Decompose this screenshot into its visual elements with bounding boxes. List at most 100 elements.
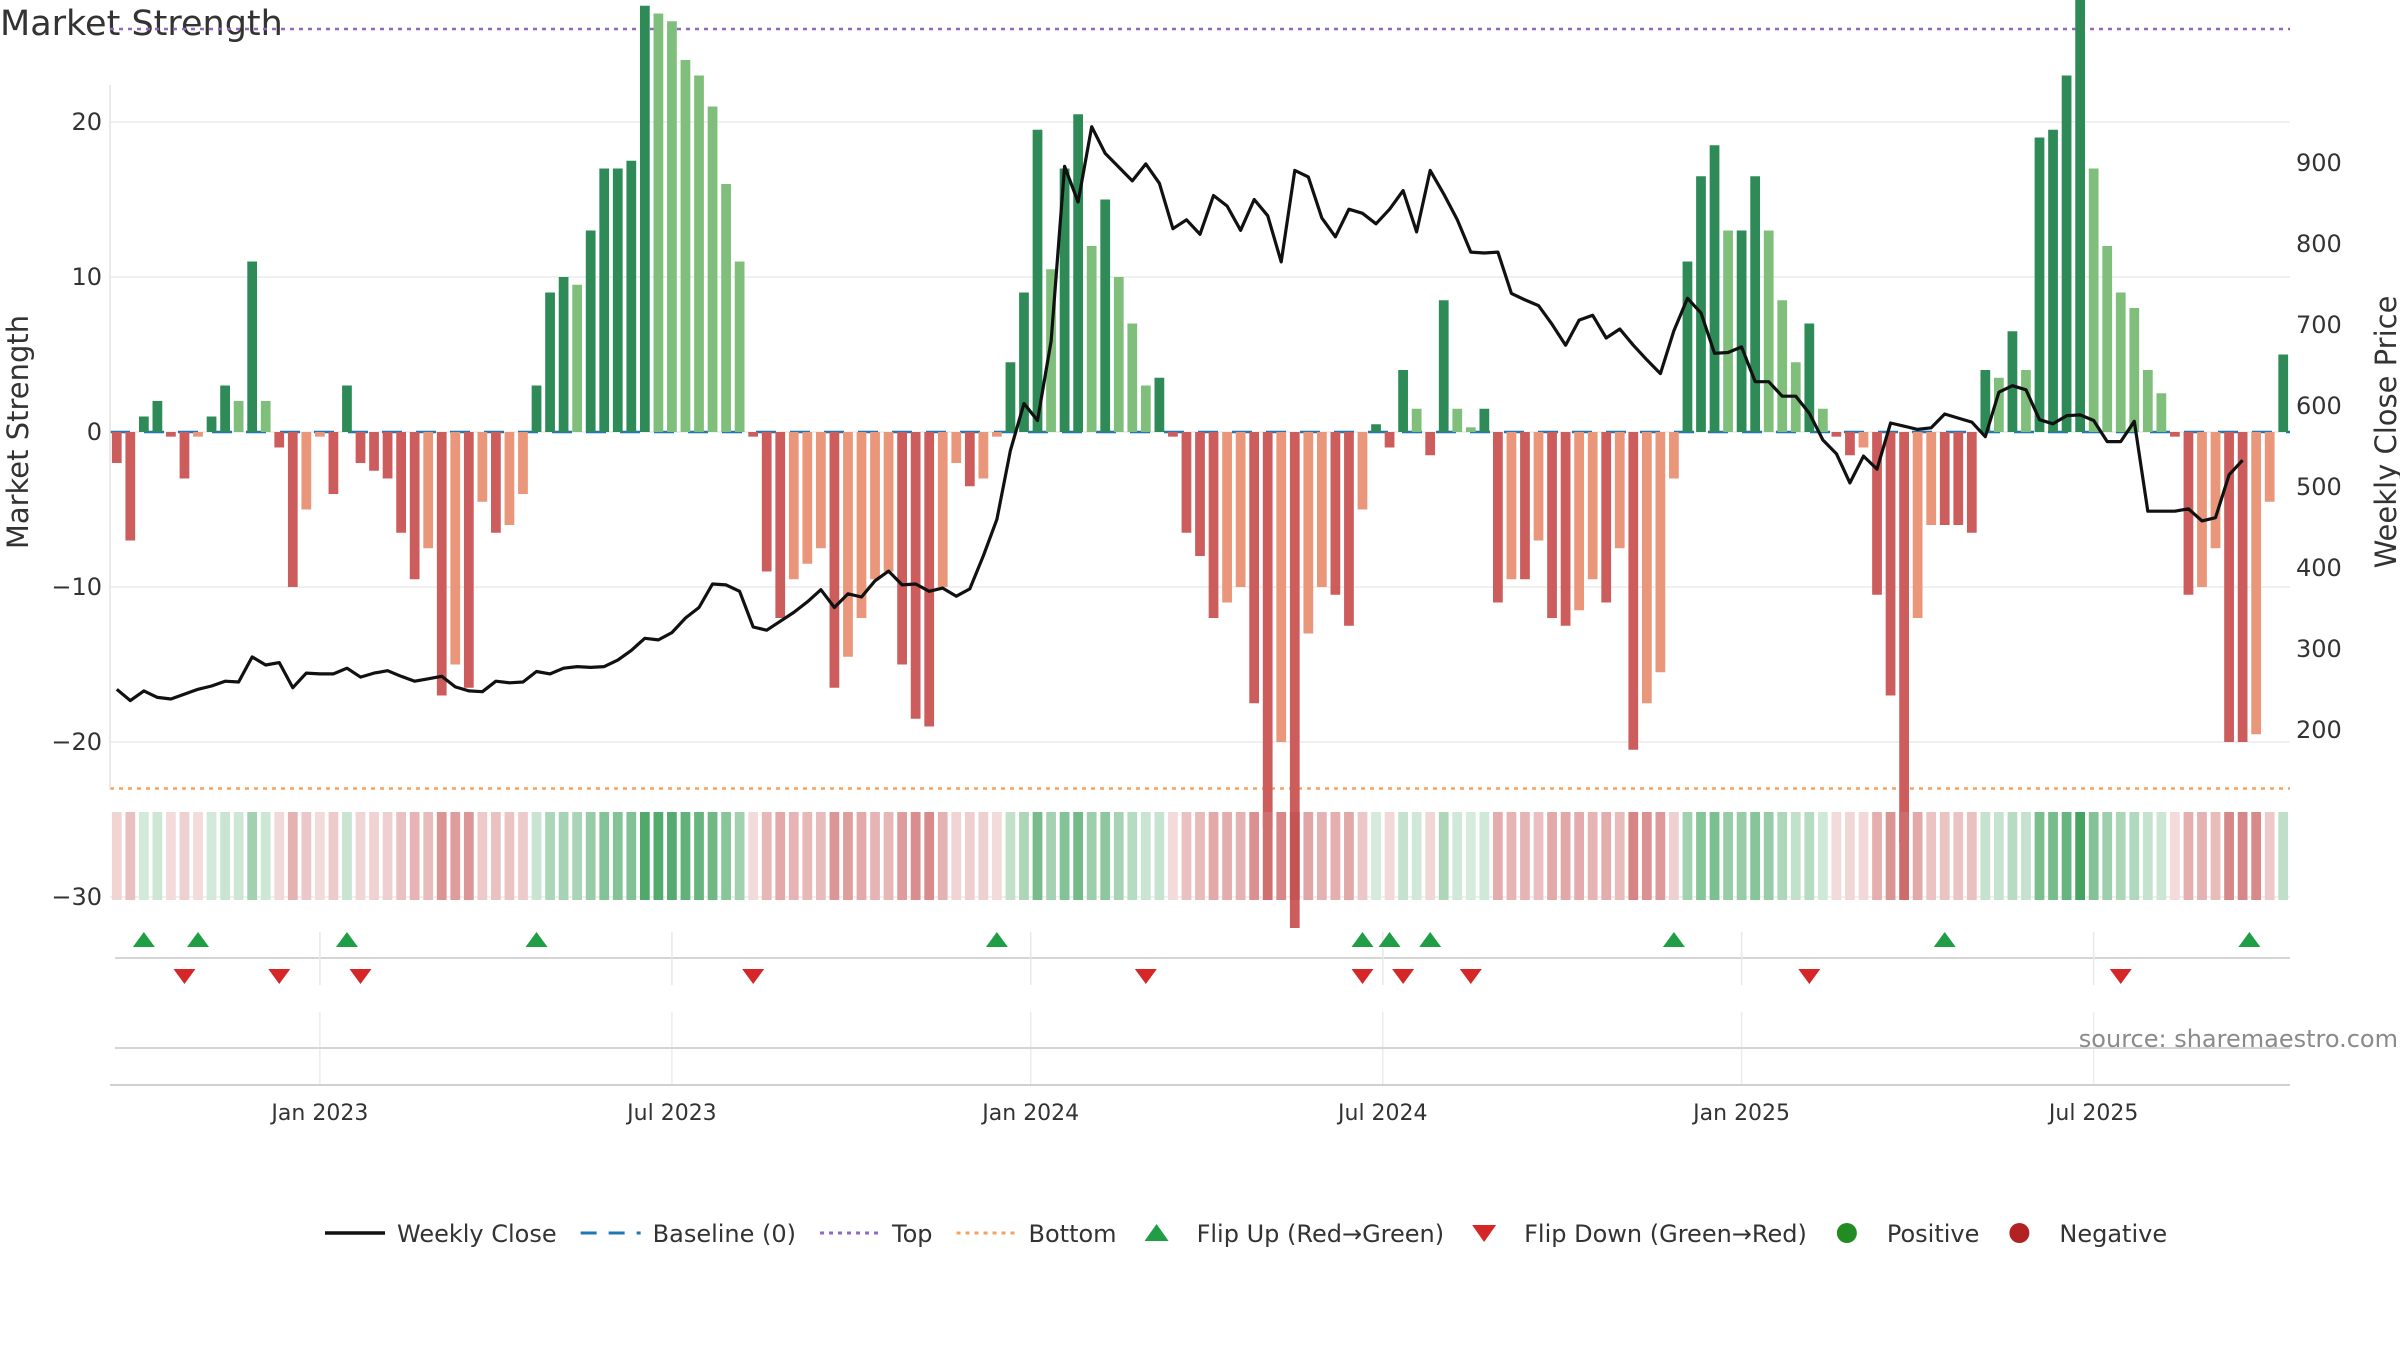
strength-bar [572,284,583,432]
heat-cell [1736,812,1747,900]
heat-cell [1005,812,1016,900]
strength-bar [1344,432,1354,626]
heat-cell [1655,812,1666,900]
strength-bar [667,21,677,432]
heat-cell [382,812,393,900]
flip-down-marker [1392,969,1415,984]
heat-cell [721,812,731,900]
strength-bar [1316,432,1327,587]
heat-cell [1208,812,1219,900]
strength-bar [1520,432,1530,580]
strength-bar [396,432,406,533]
heat-cell [436,812,447,900]
flip-up-marker [985,932,1008,947]
flip-down-marker [173,969,196,984]
strength-bar [2278,354,2289,432]
heat-cell [111,812,122,900]
heat-cell [152,812,163,900]
heat-cell [1872,812,1882,900]
strength-bar [802,432,813,564]
heat-cell [1289,812,1300,900]
strength-bar [1953,432,1964,525]
flip-down-marker [1134,969,1157,984]
y-tick-label: 20 [71,108,102,136]
strength-bar [1966,432,1977,533]
strength-bar [2237,432,2248,742]
flip-down-marker [2109,969,2132,984]
strength-bar [1533,432,1544,541]
heat-cell [707,812,718,900]
heat-cell [301,812,312,900]
heat-cell [639,812,650,900]
heat-cell [1086,812,1097,900]
heat-cell [138,812,149,900]
heat-cell [1113,812,1124,900]
strength-bar [463,432,474,688]
strength-bar [1289,432,1300,928]
heat-cell [2170,812,2180,900]
heat-cell [1723,812,1733,900]
heat-cell [1316,812,1327,900]
flip-up-marker [1378,932,1401,947]
heat-cell [504,812,515,900]
heat-cell [1506,812,1517,900]
strength-bar [1885,432,1896,696]
strength-bar [992,432,1002,437]
strength-bar [138,416,149,432]
strength-bar [1980,370,1991,432]
strength-bar [1398,370,1408,432]
strength-bar [1249,432,1260,704]
strength-bar [1493,432,1503,603]
flip-up-marker [1351,932,1374,947]
heat-cell [274,812,285,900]
y2-tick-label: 900 [2296,149,2342,177]
strength-bar [1587,432,1598,580]
heat-cell [531,812,542,900]
heat-cell [206,812,217,900]
flip-up-marker [525,932,548,947]
strength-bar [477,432,488,502]
flip-up-marker [2238,932,2261,947]
strength-bar [1073,114,1084,432]
legend-label: Top [891,1220,933,1248]
flip-down-marker [1351,969,1374,984]
date-tick-label: Jul 2024 [1336,1101,1428,1126]
y-tick-label: −20 [51,728,102,756]
heat-cell [992,812,1002,900]
heat-cell [1465,812,1476,900]
flip-up-marker [1662,932,1685,947]
heat-cell [1682,812,1693,900]
heat-cell [233,812,244,900]
heat-cell [545,812,555,900]
strength-bar [680,60,691,432]
heat-cell [1696,812,1706,900]
heat-cell [924,812,935,900]
heat-cell [585,812,596,900]
strength-bar [1005,362,1016,432]
strength-bar [1777,300,1788,432]
heat-cell [1154,812,1165,900]
strength-bar [206,416,217,432]
heat-cell [315,812,325,900]
heat-cell [2048,812,2058,900]
heat-cell [1953,812,1964,900]
heat-cell [1127,812,1138,900]
heat-cell [843,812,853,900]
heat-cell [166,812,176,900]
strength-bar [1371,424,1381,432]
flip-up-marker [132,932,155,947]
y-tick-label: 0 [87,418,102,446]
strength-bar [843,432,853,657]
legend-label: Weekly Close [397,1220,557,1248]
heat-cell [2021,812,2031,900]
heat-cell [856,812,867,900]
strength-bar [1939,432,1950,525]
strength-bar [1804,323,1815,432]
strength-bar [1858,432,1869,448]
heat-cell [2102,812,2113,900]
heat-cell [2075,812,2085,900]
strength-bar [599,168,610,432]
strength-bar [585,230,596,432]
strength-bar [1750,176,1761,432]
heat-cell [1669,812,1679,900]
